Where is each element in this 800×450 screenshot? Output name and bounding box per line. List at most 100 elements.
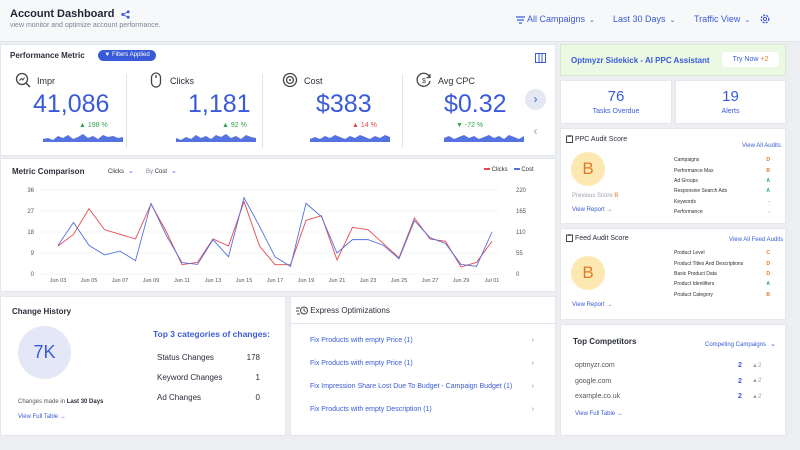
y-right-tick: 165 [516,209,527,215]
svg-text:$: $ [422,78,426,85]
chevron-right-icon: › [531,360,534,367]
y-left-tick: 9 [31,251,35,257]
arrow-right-icon: → [606,302,613,308]
chevron-down-icon: ⌄ [669,17,676,24]
competitor-row[interactable]: example.co.uk 2 ▲2 [575,389,765,405]
prev-metrics-button[interactable]: ‹ [525,121,546,142]
legend-swatch [513,168,520,171]
alerts-card[interactable] [675,80,786,124]
express-header: Express Optimizations [296,306,390,315]
divider [290,323,556,324]
audit-item-grade: C [766,250,770,257]
competitors-list: optmyzr.com 2 ▲2 google.com 2 ▲2 example.co.uk… [575,358,765,405]
chart-legend: Clicks Cost [484,167,534,173]
competitor-delta: ▲2 [752,393,762,400]
audit-row[interactable]: Product Category B [674,290,770,300]
express-item-label: Fix Impression Share Lost Due To Budget … [310,383,513,390]
competitor-count: 2 [738,377,742,385]
metric-label: Clicks [170,76,194,86]
audit-row[interactable]: Product Level C [674,248,770,258]
x-tick: Jun 21 [329,278,346,284]
audit-row[interactable]: Responsive Search Ads A [674,186,770,196]
ppc-audit-header: PPC Audit Score [566,135,627,143]
tasks-overdue-card[interactable] [560,80,672,124]
dollar-refresh-icon: $ [416,72,431,87]
chevron-down-icon: ⌄ [589,17,595,24]
audit-item-name: Product Category [674,291,713,298]
change-view-full-table[interactable]: View Full Table → [18,414,66,420]
clipboard-icon [566,135,573,143]
competing-campaigns-select[interactable]: Competing Campaigns ⌄ [705,341,776,348]
competitors-view-full-table[interactable]: View Full Table → [575,411,623,417]
express-item[interactable]: Fix Impression Share Lost Due To Budget … [310,383,534,406]
x-tick: Jul 01 [485,278,500,284]
metric-comparison-title: Metric Comparison [12,167,85,176]
audit-item-name: Product Identifiers [674,281,715,288]
express-item[interactable]: Fix Products with empty Price (1) › [310,360,534,383]
competitor-delta: ▲2 [752,362,762,369]
metric-select-2[interactable]: By Cost ⌄ [146,168,177,175]
sparkline [43,134,123,142]
audit-row[interactable]: Campaigns D [674,155,770,165]
feed-view-report-link[interactable]: View Report → [572,302,613,308]
top-competitors-title: Top Competitors [573,337,637,346]
audit-row[interactable]: Ad Groups A [674,176,770,186]
audit-row[interactable]: Product Titles And Descriptions D [674,258,770,268]
top-categories-title: Top 3 categories of changes: [153,329,270,339]
feed-audit-title: Feed Audit Score [574,234,629,242]
ppc-view-report-link[interactable]: View Report → [572,207,613,213]
series-line-cost [57,196,493,268]
audit-item-name: Campaigns [674,157,700,164]
change-category-row: Keyword Changes 1 [157,373,260,393]
audit-row[interactable]: Performance - [674,207,770,217]
arrow-right-icon: → [59,414,66,420]
alerts-label: Alerts [721,108,740,115]
gear-icon[interactable] [759,13,771,25]
legend-cost[interactable]: Cost [513,167,534,173]
audit-item-name: Performance Max [674,167,714,174]
competitor-row[interactable]: optmyzr.com 2 ▲2 [575,358,765,374]
metric-comparison-chart: 0 0 9 55 18 110 27 165 36 220 Jun 03 Jun 05 Jun 07 Ju… [27,188,527,284]
try-now-badge: +2 [760,56,769,63]
y-left-tick: 36 [27,188,34,194]
view-select[interactable]: Traffic View ⌄ [694,14,751,24]
ppc-view-all-link[interactable]: View All Audits [742,143,781,149]
campaign-filter[interactable]: All Campaigns ⌄ [516,14,595,24]
audit-row[interactable]: Product Identifiers A [674,279,770,289]
express-item[interactable]: Fix Products with empty Description (1) › [310,406,534,429]
performance-metric-title: Performance Metric [10,51,85,60]
change-history-title: Change History [12,307,72,316]
page-title: Account Dashboard [10,8,130,20]
x-tick: Jun 27 [422,278,439,284]
audit-row[interactable]: Keywords - [674,197,770,207]
audit-row[interactable]: Basic Product Data D [674,269,770,279]
feed-view-all-link[interactable]: View All Feed Audits [729,237,784,243]
legend-clicks[interactable]: Clicks [484,167,508,173]
sparkline [444,135,524,142]
y-left-tick: 27 [27,209,34,215]
x-tick: Jun 23 [360,278,377,284]
chevron-down-icon: ⌄ [128,168,134,175]
chevron-right-icon: › [533,92,538,106]
share-icon[interactable] [120,9,130,19]
arrow-right-icon: → [606,207,613,213]
audit-item-grade: D [766,270,770,277]
try-now-button[interactable]: Try Now +2 [722,52,779,67]
changes-period: Changes made in Last 30 Days [18,399,104,405]
x-tick: Jun 15 [236,278,253,284]
filters-applied-badge[interactable]: ▼ Filters Applied [98,50,156,61]
next-metrics-button[interactable]: › [525,89,546,110]
metric-select-1[interactable]: Clicks ⌄ [108,168,134,175]
express-item[interactable]: Fix Products with empty Price (1) › [310,337,534,360]
x-tick: Jun 07 [112,278,129,284]
audit-row[interactable]: Performance Max B [674,165,770,175]
audit-item-name: Basic Product Data [674,270,717,277]
x-tick: Jun 17 [267,278,284,284]
metric-label: Cost [304,76,323,86]
chevron-down-icon: ⌄ [171,168,177,175]
audit-item-grade: A [766,188,770,195]
change-category-row: Ad Changes 0 [157,393,260,413]
date-range-select[interactable]: Last 30 Days ⌄ [613,14,676,24]
columns-icon[interactable] [535,53,546,63]
competitor-row[interactable]: google.com 2 ▲2 [575,374,765,390]
